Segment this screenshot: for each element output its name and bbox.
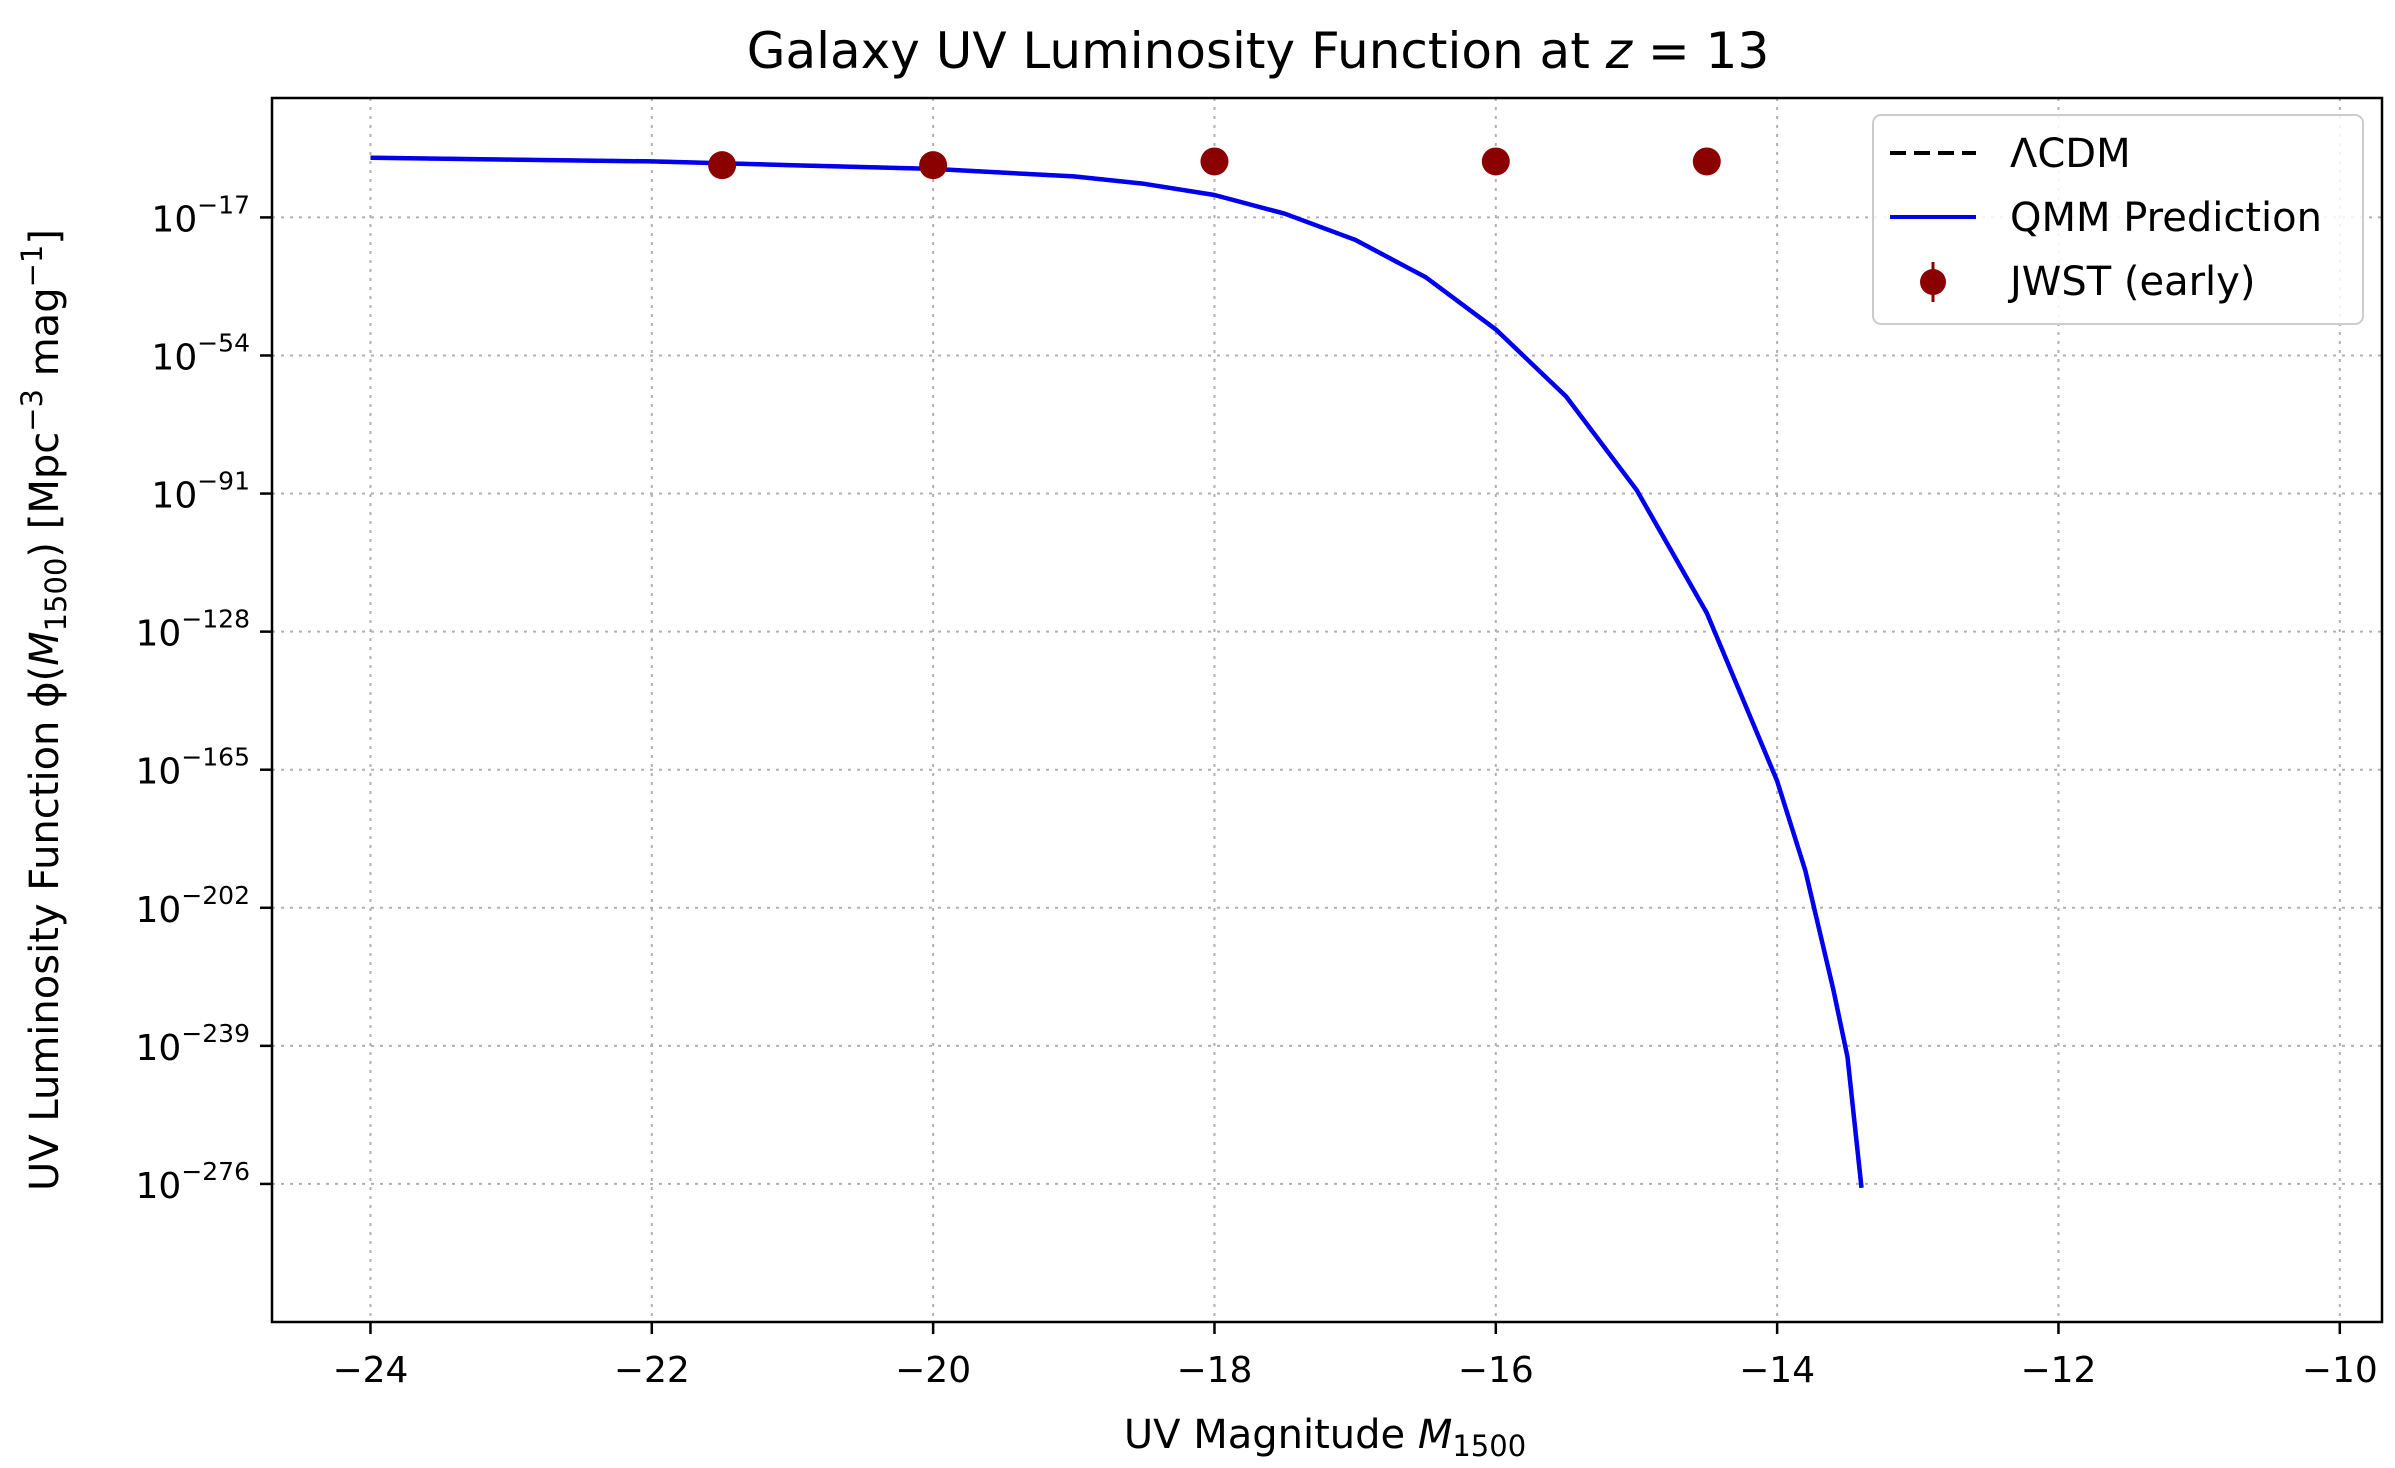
x-axis-label: UV Magnitude M1500 (1124, 1412, 1526, 1463)
lcdm-line (370, 155, 1864, 1188)
plot-frame (270, 96, 2384, 1324)
x-tick-label: −12 (2020, 1350, 2096, 1391)
chart-title: Galaxy UV Luminosity Function at z = 13 (747, 22, 1770, 80)
y-tick-label: 10−128 (136, 605, 250, 655)
x-tick-label: −14 (1739, 1350, 1815, 1391)
y-tick-label: 10−17 (151, 190, 250, 240)
legend-label-jwst: JWST (early) (2007, 259, 2255, 305)
x-tick-label: −20 (895, 1350, 971, 1391)
y-tick-label: 10−54 (151, 328, 250, 378)
jwst-data-point (919, 151, 948, 180)
y-tick-label: 10−202 (136, 881, 250, 931)
jwst-data-point (1692, 147, 1721, 176)
y-tick-label: 10−165 (136, 743, 250, 793)
x-tick-label: −18 (1176, 1350, 1252, 1391)
legend: ΛCDM QMM Prediction JWST (early) (1872, 114, 2364, 325)
jwst-data-point (1481, 147, 1510, 176)
y-tick-label: 10−276 (136, 1157, 250, 1207)
x-tick-label: −22 (614, 1350, 690, 1391)
qmm-prediction-line (370, 155, 1864, 1188)
x-tick-label: −16 (1458, 1350, 1534, 1391)
y-axis-ticks: 10−17 10−54 10−91 10−128 10−165 10−202 10−239 1… (136, 190, 272, 1207)
x-axis-ticks: −24 −22 −20 −18 −16 −14 −12 −10 (332, 1322, 2378, 1391)
legend-label-lcdm: ΛCDM (2010, 131, 2131, 177)
legend-swatch-jwst (1920, 269, 1946, 295)
y-axis-label: UV Luminosity Function ϕ(M1500) [Mpc−3 m… (15, 229, 73, 1191)
x-tick-label: −24 (332, 1350, 408, 1391)
y-tick-label: 10−239 (136, 1019, 250, 1069)
jwst-data-point (708, 151, 737, 180)
x-tick-label: −10 (2302, 1350, 2378, 1391)
y-tick-label: 10−91 (151, 467, 250, 517)
legend-label-qmm: QMM Prediction (2010, 195, 2322, 241)
jwst-data-point (1200, 147, 1229, 176)
legend-box (1872, 114, 2364, 325)
series-layer (370, 147, 1864, 1188)
grid-lines (272, 98, 2382, 1322)
